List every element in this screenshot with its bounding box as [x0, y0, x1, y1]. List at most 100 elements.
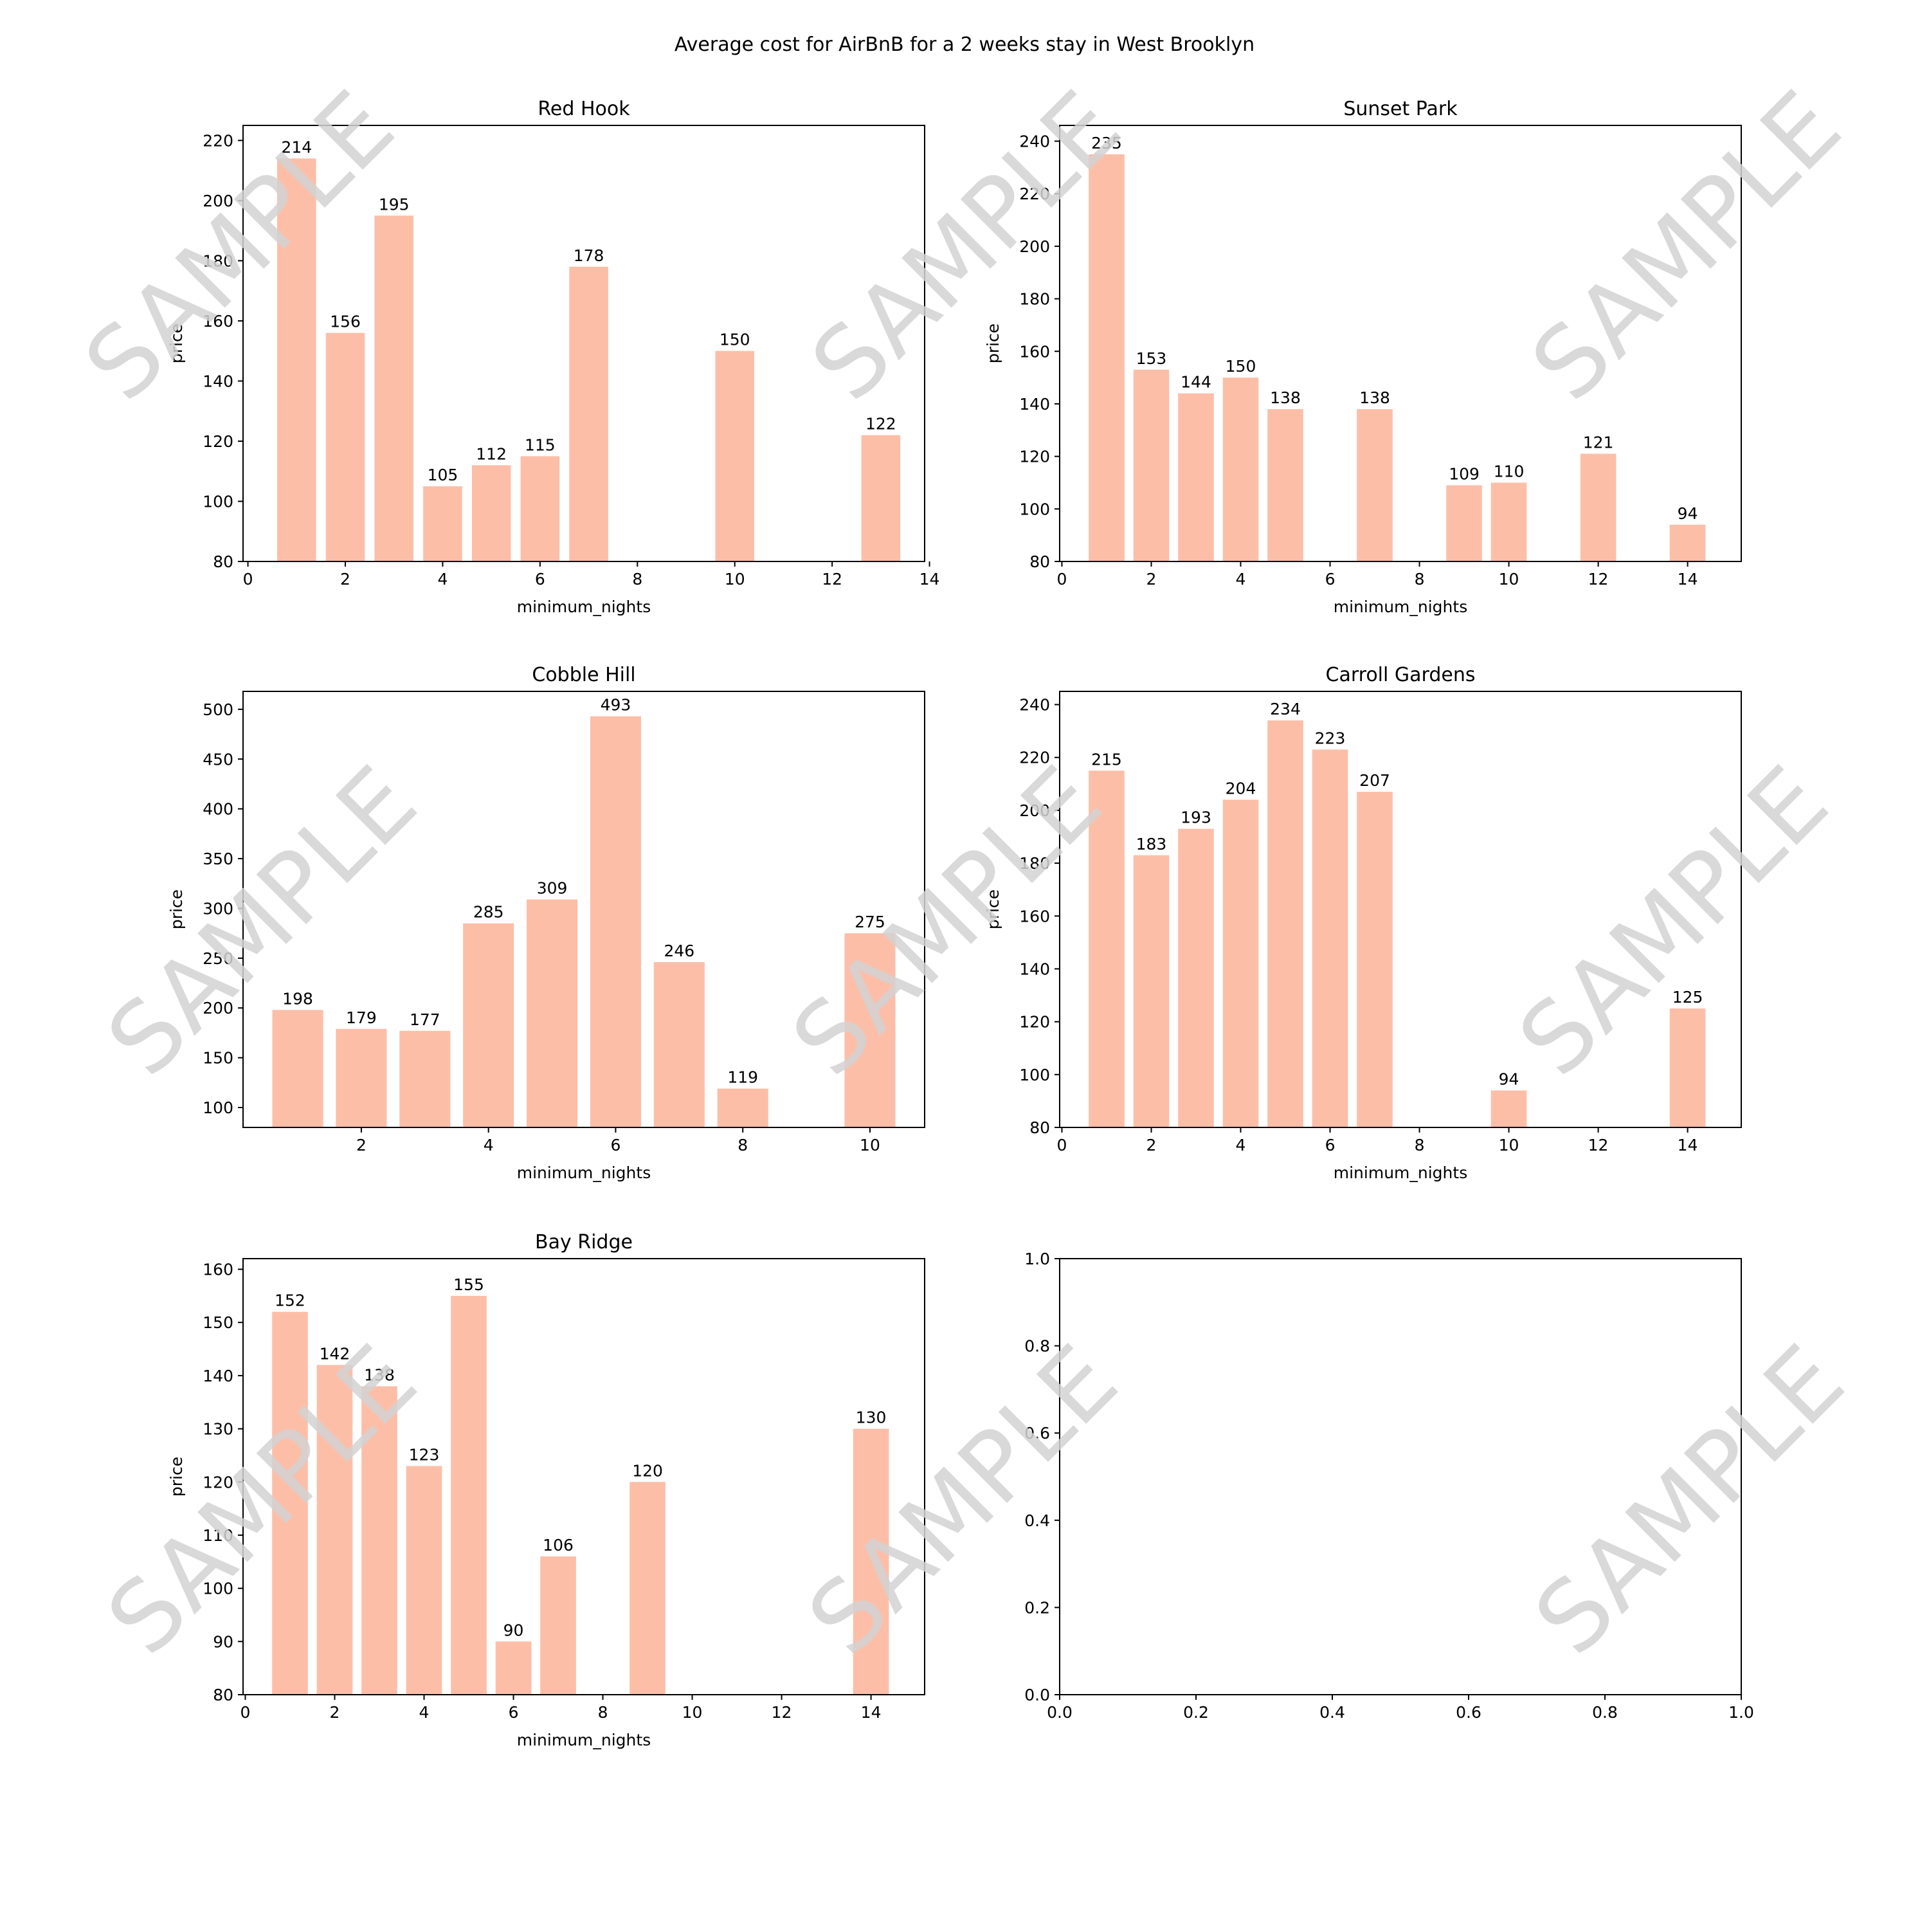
bar: [316, 1365, 353, 1695]
y-tick-label: 200: [1019, 237, 1050, 256]
x-tick-label: 0.6: [1456, 1703, 1481, 1722]
y-tick-label: 300: [203, 899, 233, 918]
data-label: 120: [632, 1461, 663, 1480]
data-label: 177: [410, 1010, 440, 1029]
data-label: 105: [428, 466, 458, 484]
subplot-5: 152 142 138 123 155 90 106 120 130 0 2 4 6 8 10 12 14 80 9…: [167, 1231, 925, 1749]
x-tick-label: 0.2: [1183, 1703, 1209, 1722]
data-label: 94: [1499, 1070, 1519, 1088]
data-label: 493: [601, 696, 631, 715]
bar: [1133, 855, 1170, 1127]
data-label: 106: [543, 1536, 574, 1554]
y-tick-label: 100: [203, 1098, 233, 1117]
x-tick-label: 10: [860, 1136, 880, 1154]
data-label: 123: [409, 1445, 440, 1464]
data-label: 112: [476, 444, 507, 463]
y-tick-label: 100: [203, 492, 233, 511]
bar: [1089, 770, 1125, 1127]
axes-frame: [1059, 1258, 1742, 1695]
x-axis-label: minimum_nights: [517, 597, 651, 616]
bar: [336, 1028, 387, 1127]
data-label: 195: [379, 195, 410, 214]
x-tick-label: 10: [725, 570, 745, 588]
x-tick-label: 10: [1499, 1136, 1519, 1154]
bar: [1089, 154, 1125, 561]
data-label: 119: [727, 1068, 758, 1087]
x-tick-label: 14: [1678, 570, 1698, 588]
bar: [451, 1295, 487, 1695]
y-tick-label: 200: [203, 999, 233, 1017]
data-label: 115: [525, 435, 556, 454]
data-label: 246: [664, 942, 694, 960]
bar: [590, 716, 641, 1127]
bar: [423, 486, 462, 561]
x-tick-label: 8: [1415, 1136, 1425, 1154]
subplot-1: 214 156 195 105 112 115 178 150 122 0 2 4 6 8 10 12 14 80…: [167, 98, 939, 616]
data-label: 125: [1672, 988, 1703, 1007]
x-tick-label: 6: [610, 1136, 620, 1154]
x-axis-label: minimum_nights: [1334, 1163, 1467, 1182]
data-label: 193: [1181, 808, 1211, 827]
x-tick-label: 6: [1325, 1136, 1336, 1154]
data-label: 138: [1270, 388, 1301, 407]
x-tick-label: 8: [738, 1136, 748, 1154]
y-tick-label: 200: [203, 192, 233, 210]
y-tick-label: 220: [203, 131, 233, 150]
axes-frame: [242, 1258, 925, 1695]
x-tick-label: 4: [1236, 570, 1246, 588]
bar: [653, 962, 705, 1127]
axes-frame: [1059, 125, 1742, 562]
y-tick-label: 180: [203, 251, 233, 270]
bar: [1312, 749, 1348, 1127]
y-tick-label: 180: [1019, 854, 1050, 873]
y-tick-label: 120: [203, 1473, 233, 1491]
subplot-6: 0.0 0.2 0.4 0.6 0.8 1.0 0.0 0.2 0.4 0.6 0.8 1.0: [1024, 1250, 1754, 1722]
bar: [463, 923, 514, 1127]
bar: [629, 1482, 666, 1695]
bar: [1222, 378, 1259, 561]
x-tick-label: 6: [535, 570, 545, 588]
x-tick-label: 14: [1678, 1136, 1698, 1154]
subplot-4: 215 183 193 204 234 223 207 94 125 0 2 4 6 8 10 12 14 80 1…: [984, 664, 1742, 1182]
x-tick-label: 2: [1146, 570, 1157, 588]
data-label: 183: [1136, 835, 1167, 853]
x-tick-label: 6: [1325, 570, 1336, 588]
y-axis-label: price: [984, 324, 1002, 363]
y-axis-label: price: [984, 889, 1002, 929]
x-tick-label: 12: [772, 1703, 792, 1722]
y-tick-label: 100: [1019, 1066, 1050, 1084]
subplot-2: 235 153 144 150 138 138 109 110 121 94 0 2 4 6 8 10 12 14…: [984, 98, 1742, 616]
data-label: 204: [1226, 779, 1256, 797]
data-label: 130: [856, 1408, 887, 1427]
y-tick-label: 220: [1019, 749, 1050, 767]
x-tick-label: 10: [1499, 570, 1519, 588]
y-tick-label: 150: [203, 1313, 233, 1332]
y-tick-label: 350: [203, 850, 233, 868]
y-tick-label: 500: [203, 700, 233, 719]
y-tick-label: 140: [203, 1367, 233, 1385]
bar: [406, 1466, 442, 1695]
data-label: 144: [1181, 373, 1211, 392]
data-label: 214: [281, 138, 312, 156]
y-tick-label: 80: [1029, 1118, 1050, 1137]
y-tick-label: 80: [213, 552, 233, 571]
x-tick-label: 0: [243, 570, 253, 588]
bar: [1178, 828, 1214, 1127]
y-tick-label: 120: [1019, 1013, 1050, 1032]
data-label: 94: [1678, 504, 1698, 523]
data-label: 90: [503, 1621, 524, 1639]
y-tick-label: 90: [213, 1632, 233, 1651]
y-tick-label: 140: [1019, 960, 1050, 978]
bar: [569, 266, 608, 561]
bar: [1133, 369, 1170, 561]
data-label: 150: [1226, 357, 1256, 376]
x-tick-label: 12: [1588, 570, 1609, 588]
data-label: 152: [275, 1291, 305, 1310]
y-axis-label: price: [167, 1457, 186, 1497]
bar: [527, 899, 578, 1127]
y-tick-label: 400: [203, 800, 233, 819]
y-tick-label: 0.0: [1024, 1686, 1050, 1704]
bar: [717, 1088, 768, 1127]
data-label: 275: [855, 913, 885, 931]
